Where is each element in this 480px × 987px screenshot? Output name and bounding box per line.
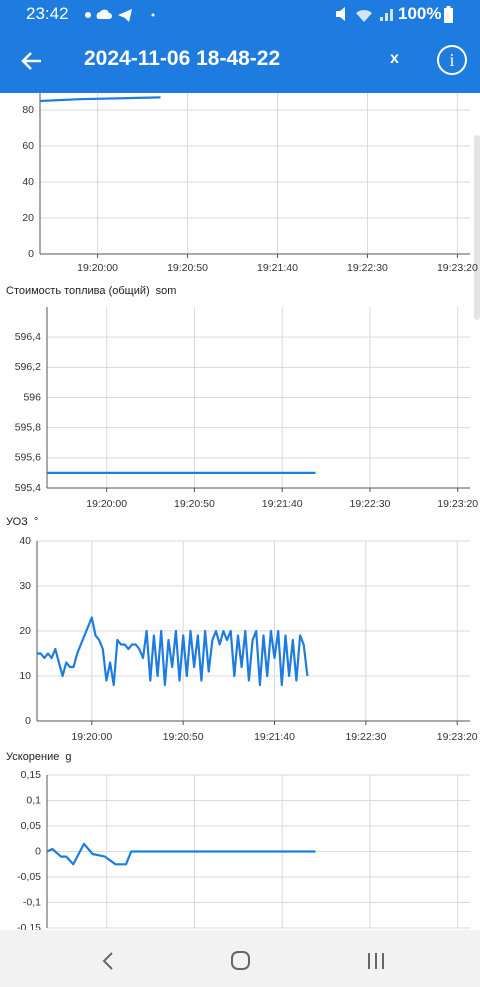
nav-buttons [102,951,384,970]
x-tick-label: 19:20:00 [77,262,118,274]
y-tick-label: 20 [22,212,34,224]
info-button[interactable]: i [437,45,467,75]
y-tick-label: 0 [35,845,41,857]
chart-unit: g [65,751,71,763]
x-tick-label: 19:20:00 [86,498,127,510]
x-tick-label: 19:20:50 [167,262,208,274]
x-tick-label: 19:20:00 [71,731,112,743]
y-tick-label: 596,4 [15,331,41,343]
back-button[interactable] [20,50,44,72]
chart-title-text: Стоимость топлива (общий) [6,285,150,297]
status-icons [85,9,155,22]
chart-unit: ° [34,516,38,528]
y-tick-label: 0,1 [26,794,41,806]
nav-recent[interactable] [368,953,384,969]
x-tick-label: 19:21:40 [257,262,298,274]
x-tick-label: 19:23:20 [437,262,478,274]
x-tick-label: 19:22:30 [350,498,391,510]
y-tick-label: 30 [19,580,31,592]
chart-title: УОЗ ° [6,516,38,528]
nav-home[interactable] [231,951,250,970]
y-tick-label: 40 [22,176,34,188]
app-header: 23:42 100% 2024-11-06 18-48-22 x i [0,0,480,93]
y-tick-label: 40 [19,535,31,547]
y-tick-label: 20 [19,625,31,637]
status-time: 23:42 [26,4,69,23]
status-signal [336,7,393,22]
y-tick-label: 596,2 [15,361,41,373]
chart-unit: som [156,285,177,297]
y-tick-label: 0,05 [21,820,42,832]
x-tick-label: 19:22:30 [347,262,388,274]
y-tick-label: 60 [22,140,34,152]
chart-title: Ускорение g [6,751,72,763]
battery-level: 100% [398,4,442,23]
data-line [46,842,316,866]
y-tick-label: -0,05 [17,871,41,883]
chart-title-text: УОЗ [6,516,28,528]
data-line [39,96,161,103]
y-tick-label: 0,15 [21,769,42,781]
battery-icon [444,6,453,23]
x-tick-label: 19:23:20 [437,498,478,510]
y-tick-label: 596 [23,391,41,403]
y-tick-label: 595,6 [15,452,41,464]
chart-title-text: Ускорение [6,751,59,763]
y-tick-label: 10 [19,670,31,682]
y-tick-label: 595,4 [15,482,41,494]
x-tick-label: 19:20:50 [174,498,215,510]
x-tick-label: 19:23:20 [437,731,478,743]
y-tick-label: 595,8 [15,421,41,433]
x-tick-label: 19:22:30 [345,731,386,743]
scrollbar [474,135,480,320]
y-tick-label: 0 [25,715,31,727]
x-tick-label: 19:20:50 [163,731,204,743]
app-title: 2024-11-06 18-48-22 [84,47,281,70]
x-tick-label: 19:21:40 [254,731,295,743]
nav-back[interactable] [102,952,113,970]
close-button[interactable]: x [390,50,399,67]
nav-bar [0,930,480,987]
data-line [37,616,309,687]
x-tick-label: 19:21:40 [262,498,303,510]
y-tick-label: -0,1 [23,896,41,908]
chart-title: Стоимость топлива (общий) som [6,285,176,297]
y-tick-label: 80 [22,104,34,116]
y-tick-label: 0 [28,248,34,260]
